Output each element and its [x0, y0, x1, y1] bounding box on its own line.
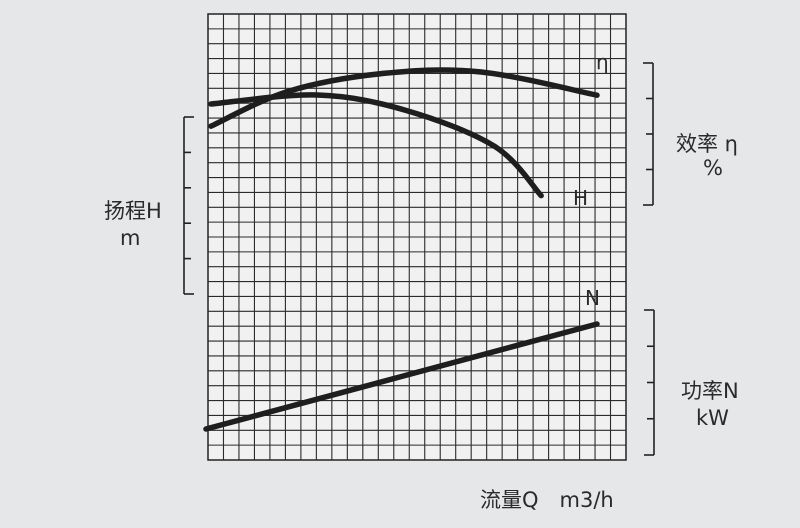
power-unit-label: kW: [696, 406, 729, 430]
power-axis: [644, 309, 655, 456]
axes: [183, 62, 655, 456]
curve-eta: [208, 67, 600, 129]
curve-label-n: N: [585, 286, 600, 310]
grid: [207, 13, 627, 461]
x-axis-label: 流量Q m3/h: [480, 488, 614, 512]
head-axis: [183, 116, 194, 295]
head-unit-label: m: [120, 226, 141, 250]
efficiency-axis-label: 效率 η: [676, 132, 738, 156]
efficiency-axis: [643, 62, 654, 206]
curves: [203, 67, 600, 432]
curve-label-eta: η: [596, 50, 609, 74]
curve-label-h: H: [573, 186, 589, 210]
head-axis-label: 扬程H: [104, 199, 162, 223]
curve-n: [203, 321, 600, 432]
efficiency-unit-label: %: [703, 156, 723, 180]
power-axis-label: 功率N: [681, 379, 739, 403]
curve-h: [208, 92, 544, 199]
